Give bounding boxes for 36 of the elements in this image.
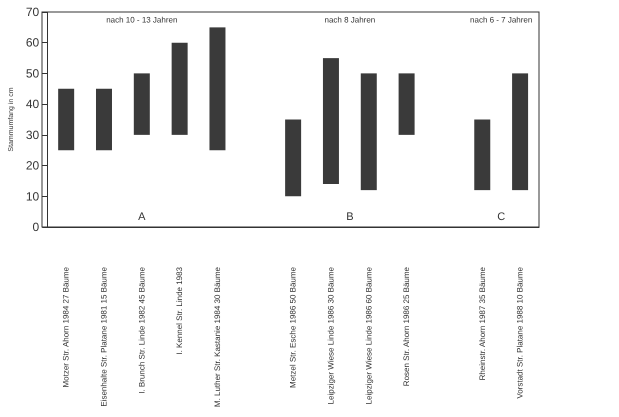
annotation: nach 6 - 7 Jahren (470, 16, 532, 24)
bar (58, 88, 74, 150)
x-tick-label: Vorstadt Str. Platane 1988 10 Bäume (516, 266, 525, 399)
annotation: A (138, 211, 146, 223)
x-tick-label: I. Kennel Str. Linde 1983 (175, 266, 184, 355)
x-tick-label: Metzel Str. Esche 1986 50 Bäume (288, 266, 298, 388)
x-tick-label: I. Brunch Str. Linde 1982 45 Bäume (137, 266, 146, 394)
y-tick-label: 50 (26, 66, 40, 80)
y-tick-label: 60 (26, 36, 40, 50)
x-tick-label: Leipziger Wiese Linde 1986 60 Bäume (364, 266, 374, 404)
bar (360, 73, 377, 190)
x-tick-label: Eisenhalte Str. Platane 1981 15 Bäume (99, 266, 108, 407)
annotation: nach 8 Jahren (324, 16, 376, 24)
bar (134, 73, 150, 135)
bar (96, 88, 112, 150)
y-tick-label: 0 (32, 220, 40, 234)
x-tick-label: Leipziger Wiese Linde 1986 30 Bäume (326, 266, 336, 404)
annotation: B (346, 211, 354, 223)
x-tick-label: M. Luther Str. Kastanie 1984 30 Bäume (212, 266, 222, 408)
bar (172, 42, 188, 135)
bar (209, 27, 226, 150)
annotation: nach 10 - 13 Jahren (106, 16, 178, 24)
bar (322, 58, 339, 184)
y-tick-label: 20 (26, 158, 40, 173)
y-tick-label: 40 (26, 97, 40, 112)
bar (285, 120, 302, 196)
y-tick-label: 30 (26, 128, 40, 142)
annotation: C (497, 211, 506, 223)
bar (474, 120, 490, 190)
x-tick-label: Rheinstr. Ahorn 1987 35 Bäume (478, 266, 487, 380)
x-tick-label: Motzer Str. Ahorn 1984 27 Bäume (62, 266, 71, 388)
x-tick-label: Rosen Str. Ahorn 1986 25 Bäume (402, 266, 412, 386)
bar (512, 73, 528, 190)
bar (398, 73, 415, 135)
y-tick-label: 10 (26, 189, 40, 204)
y-tick-label: 70 (26, 5, 40, 19)
